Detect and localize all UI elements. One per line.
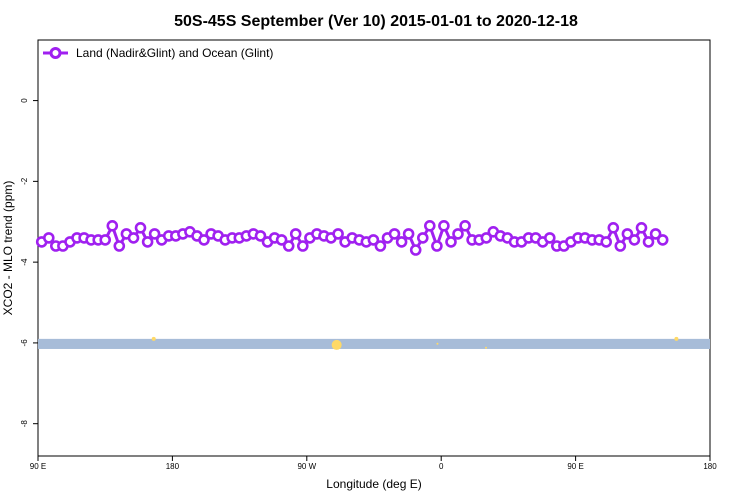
data-point [113, 240, 126, 252]
highlight-point [674, 336, 679, 341]
data-point [402, 228, 415, 240]
data-point [423, 220, 436, 232]
data-point [275, 234, 288, 246]
data-point [289, 228, 302, 240]
data-point [445, 236, 457, 248]
y-tick-label: 0 [20, 98, 29, 103]
x-tick-label: 180 [703, 462, 717, 471]
x-tick-label: 90 E [567, 462, 583, 471]
data-point [106, 220, 119, 232]
data-point [621, 228, 634, 240]
data-point [141, 236, 154, 248]
data-point [459, 220, 471, 232]
data-point [642, 236, 655, 248]
x-tick-label: 90 W [297, 462, 316, 471]
y-axis: 0 -2 -4 -6 -8 [20, 98, 38, 427]
data-point [600, 236, 613, 248]
data-point [452, 228, 464, 240]
legend-marker [49, 47, 62, 59]
data-point [388, 228, 401, 240]
legend-entry-label: Land (Nadir&Glint) and Ocean (Glint) [76, 46, 273, 60]
chart-title: 50S-45S September (Ver 10) 2015-01-01 to… [174, 13, 578, 30]
data-point [635, 222, 648, 234]
data-point [42, 232, 55, 244]
y-tick-label: -6 [20, 339, 29, 347]
data-point [416, 232, 429, 244]
data-point [282, 240, 295, 252]
series-land-ocean [35, 220, 669, 256]
plot-frame [37, 39, 711, 457]
data-point [99, 234, 111, 246]
y-tick-label: -8 [20, 420, 29, 428]
data-point [614, 240, 627, 252]
highlight-point [331, 339, 342, 350]
data-point [148, 228, 161, 240]
highlight-point [485, 346, 487, 349]
data-point [374, 240, 387, 252]
data-point [628, 234, 641, 246]
data-point [480, 232, 493, 244]
data-point [649, 228, 662, 240]
data-point [656, 234, 669, 246]
data-point [395, 236, 408, 248]
y-tick-label: -2 [20, 177, 29, 185]
data-point [198, 234, 210, 246]
data-point [367, 234, 380, 246]
x-tick-label: 0 [439, 462, 444, 471]
data-point [332, 228, 344, 240]
y-tick-label: -4 [20, 258, 29, 266]
data-point [409, 244, 422, 256]
legend: Land (Nadir&Glint) and Ocean (Glint) [43, 46, 273, 60]
highlight-point [151, 336, 156, 341]
data-point [254, 230, 267, 242]
data-point [134, 222, 147, 234]
highlight-markers [151, 336, 679, 350]
ocean-band [38, 338, 710, 349]
x-axis-label: Longitude (deg E) [326, 477, 421, 491]
data-point [431, 240, 443, 252]
x-tick-label: 180 [166, 462, 180, 471]
ocean-band-rect [38, 338, 710, 349]
data-point [296, 240, 309, 252]
data-point [438, 220, 450, 232]
x-tick-label: 90 E [30, 462, 46, 471]
data-point [127, 232, 140, 244]
data-point [607, 222, 620, 234]
data-point [543, 232, 556, 244]
y-axis-label: XCO2 - MLO trend (ppm) [1, 181, 15, 316]
x-axis: 90 E 180 90 W 0 90 E 180 [30, 456, 717, 471]
highlight-point [436, 342, 439, 345]
